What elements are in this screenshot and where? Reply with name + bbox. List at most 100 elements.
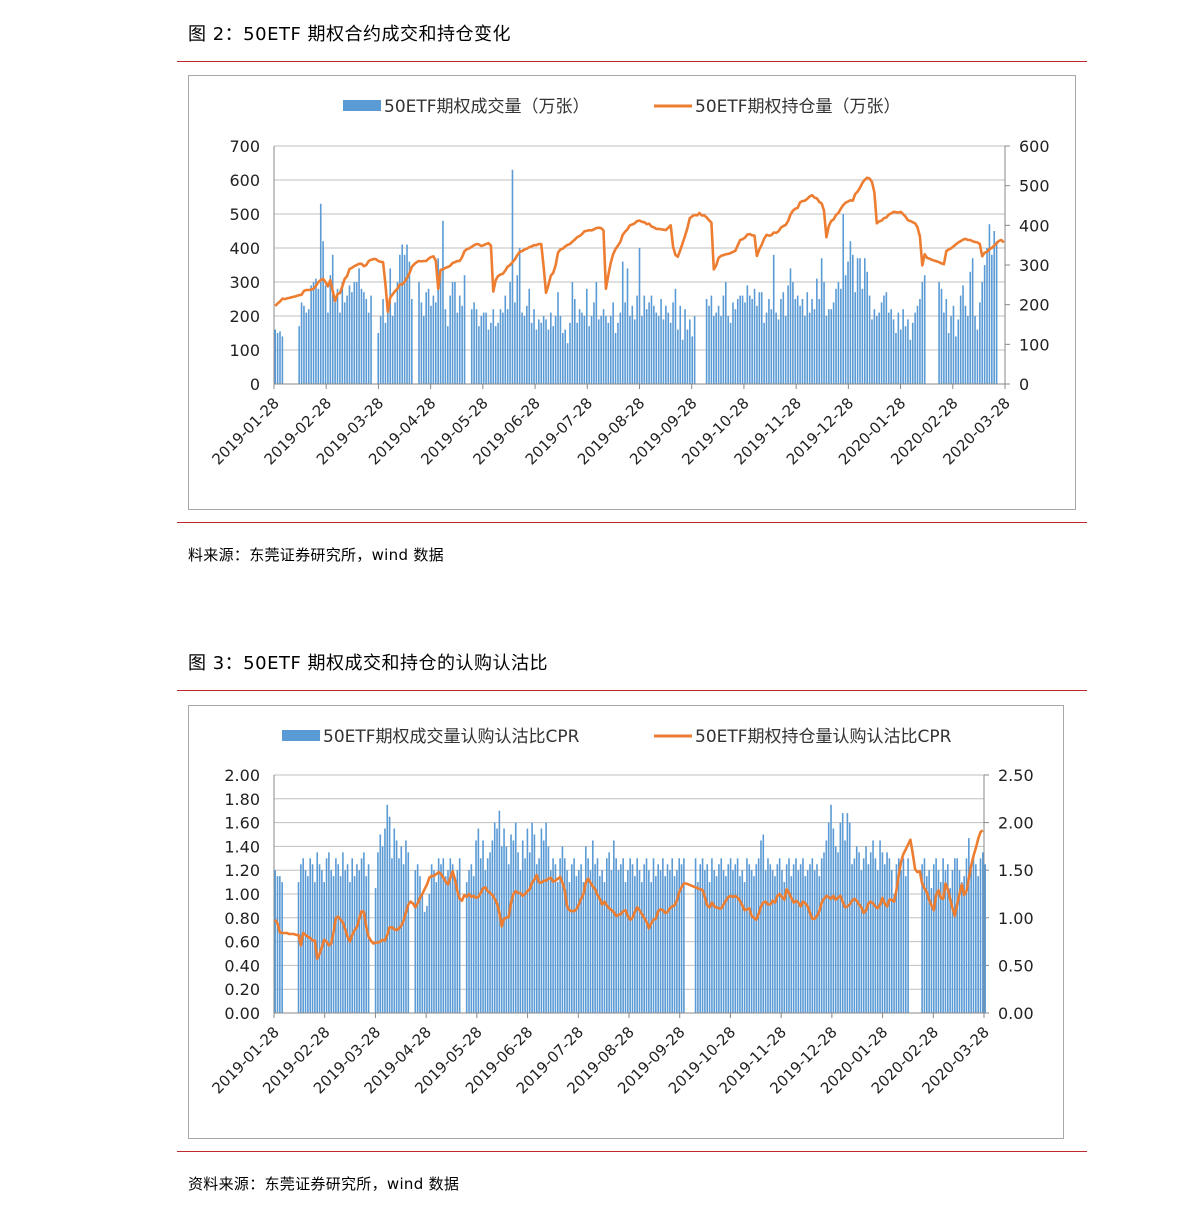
- volume-bar: [317, 288, 320, 384]
- volume-bar: [777, 319, 780, 384]
- volume-bar: [657, 864, 659, 1013]
- volume-bar: [400, 846, 403, 1013]
- chart-1-volume-open-interest: 0 100 200 300 400 500 600 700 0 100 200 300 400 500 60…: [208, 97, 1050, 468]
- volume-bar: [693, 316, 696, 384]
- volume-bar: [304, 870, 307, 1013]
- volume-bar: [608, 852, 610, 1013]
- volume-bar: [662, 319, 665, 384]
- volume-bar: [865, 846, 867, 1013]
- volume-bar: [507, 864, 510, 1013]
- volume-bar: [356, 864, 358, 1013]
- volume-bar: [331, 254, 334, 384]
- volume-bar: [794, 299, 797, 384]
- volume-bar: [643, 864, 645, 1013]
- volume-bar: [382, 299, 384, 384]
- volume-bar: [795, 858, 797, 1013]
- volume-bar: [869, 852, 872, 1013]
- volume-bar: [624, 882, 627, 1013]
- y-right-tick-label: 0: [1019, 375, 1029, 394]
- volume-bar: [516, 275, 519, 384]
- volume-bar: [621, 261, 624, 384]
- volume-bar: [764, 870, 767, 1013]
- volume-bar: [757, 858, 760, 1013]
- volume-bar: [680, 864, 683, 1013]
- volume-bar: [582, 882, 585, 1013]
- volume-bar: [325, 858, 328, 1013]
- volume-bar: [686, 329, 689, 384]
- volume-bar: [475, 309, 478, 384]
- y-left-tick-label: 200: [229, 307, 260, 326]
- volume-bar: [379, 834, 382, 1013]
- volume-bar: [465, 882, 468, 1013]
- volume-bar: [879, 840, 881, 1013]
- volume-bar: [797, 870, 800, 1013]
- volume-bar: [542, 840, 545, 1013]
- volume-bar: [650, 882, 652, 1013]
- volume-bar: [977, 876, 979, 1013]
- volume-bar: [428, 894, 431, 1013]
- volume-bar: [974, 316, 976, 384]
- volume-bar: [679, 305, 682, 384]
- volume-bar: [504, 295, 507, 384]
- volume-bar: [603, 882, 606, 1013]
- volume-bar: [408, 261, 411, 384]
- volume-bar: [343, 302, 346, 384]
- volume-bar: [940, 288, 943, 384]
- volume-bar: [839, 822, 842, 1013]
- volume-bar: [281, 882, 283, 1013]
- volume-bar: [677, 329, 679, 384]
- volume-bar: [886, 852, 888, 1013]
- volume-bar: [856, 258, 859, 384]
- volume-bar: [911, 322, 914, 384]
- volume-bar: [708, 882, 711, 1013]
- volume-bar: [363, 292, 365, 384]
- y-right-tick-label: 100: [1019, 335, 1050, 354]
- volume-bar: [818, 876, 821, 1013]
- volume-bar: [875, 316, 878, 384]
- volume-bar: [771, 870, 774, 1013]
- volume-bar: [631, 864, 634, 1013]
- volume-bar: [274, 870, 276, 1013]
- volume-bar: [300, 302, 303, 384]
- volume-bar: [739, 295, 741, 384]
- volume-bar: [575, 876, 578, 1013]
- volume-bar: [846, 813, 849, 1013]
- volume-bar: [673, 876, 676, 1013]
- volume-bar: [907, 319, 909, 384]
- volume-bar: [419, 876, 421, 1013]
- volume-bar: [801, 299, 804, 384]
- volume-bar: [348, 285, 351, 384]
- volume-bar: [715, 876, 718, 1013]
- volume-bar: [958, 870, 961, 1013]
- volume-bar: [552, 326, 555, 384]
- volume-bar: [449, 295, 451, 384]
- volume-bar: [691, 336, 694, 384]
- volume-bar: [577, 870, 580, 1013]
- volume-bar: [799, 305, 801, 384]
- volume-bar: [456, 312, 459, 384]
- volume-bar: [556, 882, 559, 1013]
- volume-bar: [872, 840, 874, 1013]
- volume-bar: [736, 858, 739, 1013]
- volume-bar: [377, 333, 380, 384]
- volume-bar: [837, 852, 839, 1013]
- volume-bar: [454, 282, 456, 384]
- volume-bar: [475, 840, 477, 1013]
- volume-bar: [880, 302, 883, 384]
- y-right-tick-label: 1.50: [998, 861, 1034, 880]
- volume-bar: [648, 870, 650, 1013]
- volume-bar: [834, 846, 837, 1013]
- volume-bar: [741, 295, 744, 384]
- volume-bar: [591, 840, 594, 1013]
- volume-bar: [667, 312, 670, 384]
- volume-bar: [818, 299, 821, 384]
- volume-bar: [578, 309, 581, 384]
- volume-bar: [746, 858, 748, 1013]
- volume-bar: [617, 870, 620, 1013]
- y-left-tick-label: 1.20: [224, 861, 260, 880]
- y-left-tick-label: 0.20: [224, 980, 260, 999]
- volume-bar: [542, 316, 545, 384]
- volume-bar: [859, 258, 861, 384]
- volume-bar: [768, 299, 770, 384]
- volume-bar: [802, 858, 804, 1013]
